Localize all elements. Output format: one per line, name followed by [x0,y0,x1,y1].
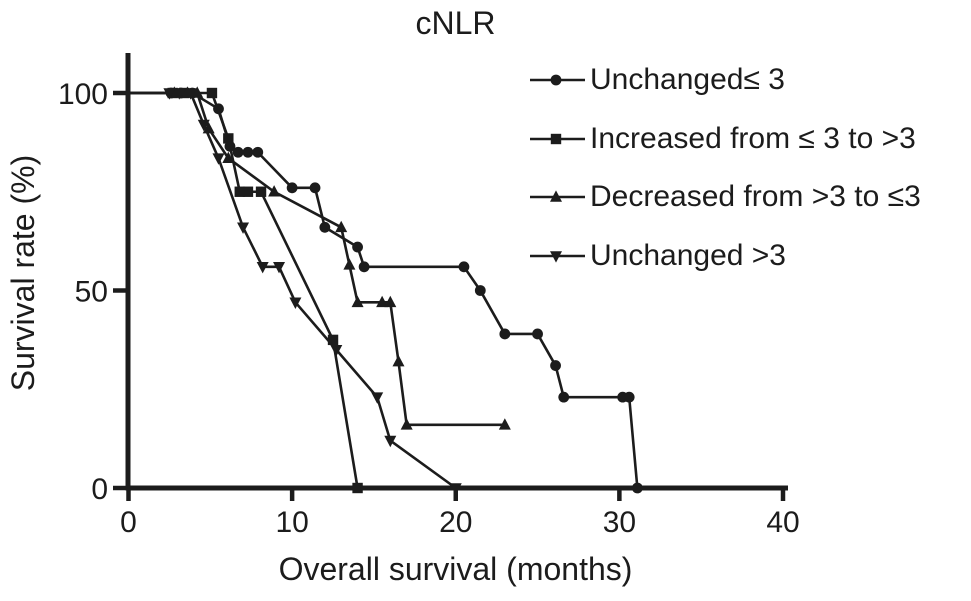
series-line [128,91,505,427]
data-point-marker [351,295,364,308]
data-point-marker [449,483,462,495]
data-point-marker [384,435,397,448]
y-tick-label: 0 [91,473,108,506]
legend-item-unchanged-gt3: Unchanged >3 [529,227,921,286]
data-point-marker [222,151,235,163]
legend-item-unchanged-le3: Unchanged≤ 3 [529,51,921,110]
chart-title: cNLR [415,5,496,41]
data-point-marker [242,146,254,158]
data-point-marker [237,222,250,234]
data-point-marker [173,88,186,100]
data-point-marker [352,241,363,253]
x-tick-label: 40 [766,506,799,539]
x-tick-label: 30 [603,506,636,539]
y-tick-label: 50 [75,276,108,309]
data-point-marker [550,190,562,203]
x-tick-label: 10 [275,506,308,539]
data-point-marker [289,297,302,309]
data-point-marker [400,418,413,430]
x-tick-label: 0 [120,506,137,539]
data-point-marker [242,186,254,197]
data-point-marker [223,133,234,144]
data-point-marker [343,258,356,270]
legend: Unchanged≤ 3 Increased from ≤ 3 to >3 De… [529,51,921,285]
data-point-marker [376,295,389,308]
data-point-marker [256,262,269,274]
circle-icon [530,74,585,86]
data-point-marker [550,133,562,144]
data-point-marker [197,119,210,132]
data-point-marker [352,482,363,494]
legend-label: Increased from ≤ 3 to >3 [590,121,916,155]
y-tick-label: 100 [58,78,108,111]
data-point-marker [327,334,339,346]
legend-label: Decreased from >3 to ≤3 [590,180,921,214]
x-tick-label: 20 [439,506,472,539]
y-axis-label: Survival rate (%) [5,154,41,392]
data-point-marker [330,344,343,357]
data-point-marker [623,391,635,403]
data-point-marker [631,482,643,494]
data-point-marker [309,182,321,194]
data-point-marker [163,88,176,100]
data-point-marker [273,262,286,274]
triangle-up-icon [530,190,585,203]
legend-label: Unchanged≤ 3 [590,63,785,97]
data-point-marker [550,74,562,86]
data-point-marker [371,392,384,404]
data-point-marker [212,153,225,165]
data-point-marker [458,261,470,273]
data-point-marker [474,285,486,296]
data-point-marker [499,328,511,340]
x-axis-label: Overall survival (months) [278,551,633,587]
data-point-marker [335,220,348,233]
data-point-marker [268,185,281,197]
data-point-marker [384,295,397,308]
data-point-marker [232,146,244,158]
legend-item-increased: Increased from ≤ 3 to >3 [529,110,921,169]
data-point-marker [206,87,218,99]
data-point-marker [498,418,511,430]
data-point-marker [234,186,245,197]
legend-label: Unchanged >3 [590,238,786,272]
series-triangle-down [128,88,462,495]
data-point-marker [252,146,264,158]
data-point-marker [550,250,562,263]
series-triangle-up [128,86,511,430]
data-point-marker [191,86,204,98]
data-point-marker [255,186,267,197]
data-point-marker [532,328,543,340]
square-icon [530,133,585,144]
data-point-marker [550,360,561,371]
data-point-marker [558,391,570,403]
data-point-marker [319,221,331,233]
triangle-down-icon [530,250,585,263]
data-point-marker [286,182,298,194]
legend-item-decreased: Decreased from >3 to ≤3 [529,168,921,227]
data-point-marker [358,261,370,273]
data-point-marker [392,355,405,367]
data-point-marker [184,88,197,100]
